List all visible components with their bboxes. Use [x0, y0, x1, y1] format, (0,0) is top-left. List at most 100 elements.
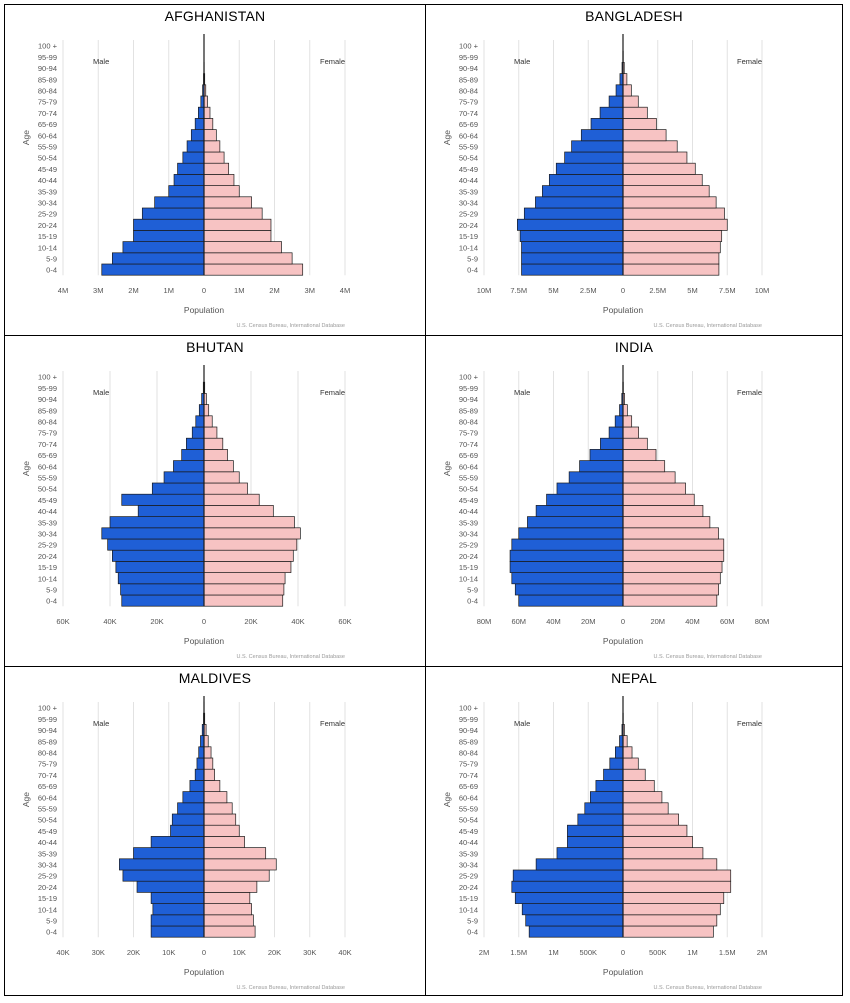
- male-bar: [168, 185, 205, 198]
- male-bar: [198, 746, 205, 759]
- pyramid-cell-maldives: MALDIVES 0-4 5-9 10-14 15-19 20-24 25-29 30-34…: [5, 667, 425, 995]
- age-tick-label: 80-84: [38, 749, 57, 758]
- pyramid-chart: 0-4 5-9 10-14 15-19 20-24 25-29 30-34 35-39 40-4…: [21, 34, 350, 329]
- age-tick-label: 50-54: [459, 485, 478, 494]
- female-bar: [203, 252, 293, 265]
- age-tick-label: 10-14: [38, 574, 57, 583]
- male-bar: [120, 583, 205, 596]
- male-bar: [556, 847, 624, 860]
- age-axis-label: Age: [21, 792, 31, 807]
- male-bar: [189, 780, 205, 792]
- x-tick-label: 0: [621, 286, 625, 295]
- age-tick-label: 80-84: [38, 87, 57, 96]
- male-bar: [567, 824, 624, 837]
- x-tick-label: 2M: [479, 948, 489, 957]
- x-tick-label: 10K: [162, 948, 175, 957]
- x-tick-label: 0: [621, 617, 625, 626]
- male-bar: [150, 914, 205, 927]
- male-bar: [615, 746, 624, 759]
- male-label: Male: [514, 57, 530, 66]
- age-tick-label: 15-19: [38, 232, 57, 241]
- male-bar: [556, 482, 624, 495]
- x-tick-label: 20K: [150, 617, 163, 626]
- x-tick-label: 0: [202, 286, 206, 295]
- x-tick-label: 40M: [685, 617, 700, 626]
- pyramid-grid: AFGHANISTAN 0-4 5-9 10-14 15-19 20-24 25-29 30…: [4, 4, 843, 996]
- population-axis-label: Population: [603, 636, 643, 646]
- male-bar: [177, 162, 205, 175]
- male-bar: [177, 802, 205, 815]
- age-tick-label: 70-74: [38, 440, 57, 449]
- source-note: U.S. Census Bureau, International Databa…: [236, 985, 345, 991]
- x-tick-label: 0: [202, 617, 206, 626]
- female-bar: [622, 415, 633, 428]
- female-bar: [203, 196, 252, 209]
- age-tick-label: 90-94: [459, 726, 478, 735]
- male-bar: [521, 241, 624, 254]
- female-bar: [203, 437, 224, 450]
- female-bar: [203, 824, 240, 837]
- source-note: U.S. Census Bureau, International Databa…: [236, 654, 345, 660]
- age-tick-label: 0-4: [467, 928, 478, 937]
- female-bar: [203, 527, 301, 540]
- male-bar: [571, 140, 624, 153]
- male-label: Male: [93, 57, 109, 66]
- age-tick-label: 35-39: [459, 849, 478, 858]
- female-label: Female: [737, 388, 762, 397]
- x-tick-label: 1M: [164, 286, 174, 295]
- male-bar: [133, 218, 205, 231]
- male-bar: [137, 505, 205, 517]
- male-bar: [101, 527, 205, 540]
- age-tick-label: 50-54: [38, 816, 57, 825]
- age-tick-label: 60-64: [38, 462, 57, 471]
- female-bar: [203, 162, 230, 175]
- female-bar: [203, 549, 294, 562]
- male-bar: [115, 561, 205, 573]
- x-tick-label: 1M: [687, 948, 697, 957]
- male-bar: [171, 813, 205, 826]
- male-bar: [535, 196, 624, 209]
- male-bar: [186, 437, 205, 450]
- population-axis-label: Population: [184, 636, 224, 646]
- male-bar: [182, 151, 205, 164]
- female-bar: [203, 768, 215, 781]
- source-note: U.S. Census Bureau, International Databa…: [236, 323, 345, 329]
- age-tick-label: 65-69: [459, 782, 478, 791]
- male-label: Male: [93, 719, 109, 728]
- female-bar: [203, 572, 286, 585]
- age-tick-label: 85-89: [459, 737, 478, 746]
- population-axis-label: Population: [603, 305, 643, 315]
- male-bar: [163, 471, 205, 484]
- age-tick-label: 75-79: [38, 760, 57, 769]
- age-tick-label: 45-49: [459, 496, 478, 505]
- grid-divider-row-2: [5, 666, 842, 667]
- pyramid-cell-nepal: NEPAL 0-4 5-9 10-14 15-19 20-24 25-29 30-34 35-…: [426, 667, 842, 995]
- female-label: Female: [320, 719, 345, 728]
- male-bar: [111, 252, 205, 265]
- age-tick-label: 35-39: [38, 518, 57, 527]
- female-bar: [203, 493, 260, 506]
- age-tick-label: 75-79: [459, 760, 478, 769]
- female-bar: [622, 813, 679, 826]
- x-tick-label: 40M: [546, 617, 561, 626]
- female-bar: [203, 735, 209, 748]
- male-bar: [590, 118, 624, 130]
- female-bar: [203, 802, 233, 815]
- chart-title: BHUTAN: [186, 339, 244, 355]
- female-bar: [203, 404, 210, 417]
- female-bar: [203, 471, 240, 484]
- female-bar: [622, 460, 666, 473]
- male-bar: [195, 415, 205, 428]
- age-tick-label: 0-4: [467, 266, 478, 275]
- x-tick-label: 2M: [269, 286, 279, 295]
- chart-title: AFGHANISTAN: [164, 8, 266, 24]
- male-bar: [535, 858, 624, 871]
- age-axis-label: Age: [442, 792, 452, 807]
- x-tick-label: 4M: [340, 286, 350, 295]
- age-tick-label: 5-9: [46, 917, 57, 926]
- male-bar: [577, 813, 624, 826]
- female-bar: [203, 858, 277, 871]
- male-bar: [523, 207, 624, 220]
- age-tick-label: 40-44: [38, 838, 57, 847]
- male-bar: [512, 869, 624, 882]
